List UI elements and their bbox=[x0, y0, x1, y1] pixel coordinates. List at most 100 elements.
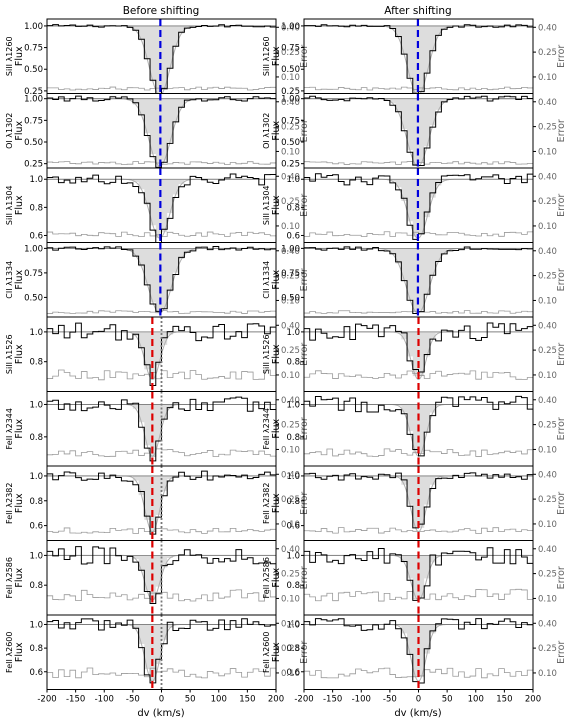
error-tick-label: 0.40 bbox=[538, 545, 557, 555]
flux-tick-label: 0.25 bbox=[281, 87, 300, 97]
flux-tick-label: 1.00 bbox=[24, 95, 43, 105]
x-tick-label: -150 bbox=[66, 695, 85, 705]
flux-axis-label: Flux bbox=[14, 195, 25, 215]
flux-spectrum bbox=[47, 173, 276, 243]
x-tick-label: 100 bbox=[211, 695, 227, 705]
ion-label: SiII λ1526 bbox=[5, 334, 14, 374]
flux-tick-label: 0.8 bbox=[29, 644, 43, 654]
flux-tick-label: 1.0 bbox=[29, 472, 43, 482]
flux-tick-label: 0.6 bbox=[29, 668, 43, 678]
error-tick-label: 0.40 bbox=[281, 321, 300, 331]
flux-tick-label: 0.6 bbox=[286, 668, 300, 678]
flux-tick-label: 0.50 bbox=[24, 138, 43, 148]
flux-axis-label: Flux bbox=[14, 270, 25, 290]
flux-tick-label: 0.8 bbox=[286, 203, 300, 213]
ion-label: FeII λ2600 bbox=[5, 632, 14, 673]
panel-plot-area bbox=[304, 540, 533, 615]
ion-label: FeII λ2600 bbox=[262, 632, 271, 673]
panel-plot-area bbox=[47, 540, 276, 615]
right-x-axis-label: dv (km/s) bbox=[394, 708, 441, 719]
error-tick-label: 0.40 bbox=[538, 23, 557, 33]
x-tick-label: -50 bbox=[126, 695, 140, 705]
error-tick-label: 0.10 bbox=[281, 147, 300, 157]
error-tick-label: 0.40 bbox=[281, 619, 300, 629]
model-fill bbox=[304, 25, 533, 94]
flux-tick-label: 1.0 bbox=[29, 328, 43, 338]
error-tick-label: 0.25 bbox=[281, 48, 300, 58]
flux-axis-label: Flux bbox=[271, 195, 282, 215]
model-fill bbox=[47, 179, 276, 238]
error-tick-label: 0.10 bbox=[281, 445, 300, 455]
flux-axis-label: Flux bbox=[271, 121, 282, 141]
flux-tick-label: 0.6 bbox=[29, 522, 43, 532]
error-tick-label: 0.40 bbox=[281, 396, 300, 406]
flux-tick-label: 0.8 bbox=[29, 433, 43, 443]
flux-spectrum bbox=[47, 396, 276, 462]
ion-label: FeII λ2344 bbox=[262, 408, 271, 449]
panel-plot-area bbox=[304, 466, 533, 541]
flux-tick-label: 0.25 bbox=[281, 160, 300, 170]
error-tick-label: 0.40 bbox=[281, 172, 300, 182]
error-tick-label: 0.40 bbox=[538, 470, 557, 480]
ion-label: CII λ1334 bbox=[5, 261, 14, 299]
error-spectrum bbox=[304, 527, 533, 534]
ion-label: FeII λ2382 bbox=[5, 483, 14, 524]
flux-tick-label: 0.50 bbox=[281, 293, 300, 303]
error-tick-label: 0.10 bbox=[281, 594, 300, 604]
flux-spectrum bbox=[304, 24, 533, 94]
flux-axis-label: Flux bbox=[271, 46, 282, 66]
error-tick-label: 0.10 bbox=[281, 222, 300, 232]
flux-tick-label: 0.6 bbox=[286, 231, 300, 241]
panel-plot-area bbox=[304, 615, 533, 690]
error-tick-label: 0.25 bbox=[538, 644, 557, 654]
flux-tick-label: 0.6 bbox=[286, 522, 300, 532]
flux-tick-label: 1.0 bbox=[29, 551, 43, 561]
error-tick-label: 0.10 bbox=[281, 669, 300, 679]
ion-label: SiII λ1260 bbox=[262, 36, 271, 76]
flux-tick-label: 1.00 bbox=[281, 244, 300, 254]
x-tick-label: 150 bbox=[239, 695, 255, 705]
x-tick-label: -100 bbox=[95, 695, 114, 705]
error-tick-label: 0.25 bbox=[538, 570, 557, 580]
ion-label: FeII λ2382 bbox=[262, 483, 271, 524]
flux-spectrum bbox=[47, 24, 276, 94]
model-fill bbox=[47, 25, 276, 94]
flux-axis-label: Flux bbox=[271, 344, 282, 364]
panel-plot-area bbox=[47, 391, 276, 466]
x-tick-label: 50 bbox=[185, 695, 196, 705]
error-tick-label: 0.40 bbox=[538, 619, 557, 629]
x-tick-label: 200 bbox=[525, 695, 541, 705]
flux-tick-label: 0.8 bbox=[286, 358, 300, 368]
error-tick-label: 0.10 bbox=[538, 222, 557, 232]
panel-plot-area bbox=[47, 19, 276, 94]
error-tick-label: 0.25 bbox=[281, 197, 300, 207]
error-axis-label: Error bbox=[556, 641, 567, 664]
error-axis-label: Error bbox=[556, 566, 567, 589]
x-tick-label: -150 bbox=[323, 695, 342, 705]
flux-tick-label: 0.8 bbox=[286, 433, 300, 443]
x-tick-label: -50 bbox=[383, 695, 397, 705]
flux-axis-label: Flux bbox=[271, 493, 282, 513]
flux-tick-label: 0.8 bbox=[286, 581, 300, 591]
error-tick-label: 0.10 bbox=[538, 296, 557, 306]
error-tick-label: 0.10 bbox=[281, 371, 300, 381]
error-tick-label: 0.10 bbox=[281, 73, 300, 83]
error-tick-label: 0.25 bbox=[281, 644, 300, 654]
flux-tick-label: 0.8 bbox=[286, 644, 300, 654]
ion-label: FeII λ2344 bbox=[5, 408, 14, 449]
flux-axis-label: Flux bbox=[271, 270, 282, 290]
flux-axis-label: Flux bbox=[14, 121, 25, 141]
flux-axis-label: Flux bbox=[14, 493, 25, 513]
flux-tick-label: 0.50 bbox=[281, 65, 300, 75]
flux-axis-label: Flux bbox=[271, 568, 282, 588]
flux-tick-label: 0.8 bbox=[29, 358, 43, 368]
flux-spectrum bbox=[304, 322, 533, 373]
error-tick-label: 0.40 bbox=[281, 23, 300, 33]
